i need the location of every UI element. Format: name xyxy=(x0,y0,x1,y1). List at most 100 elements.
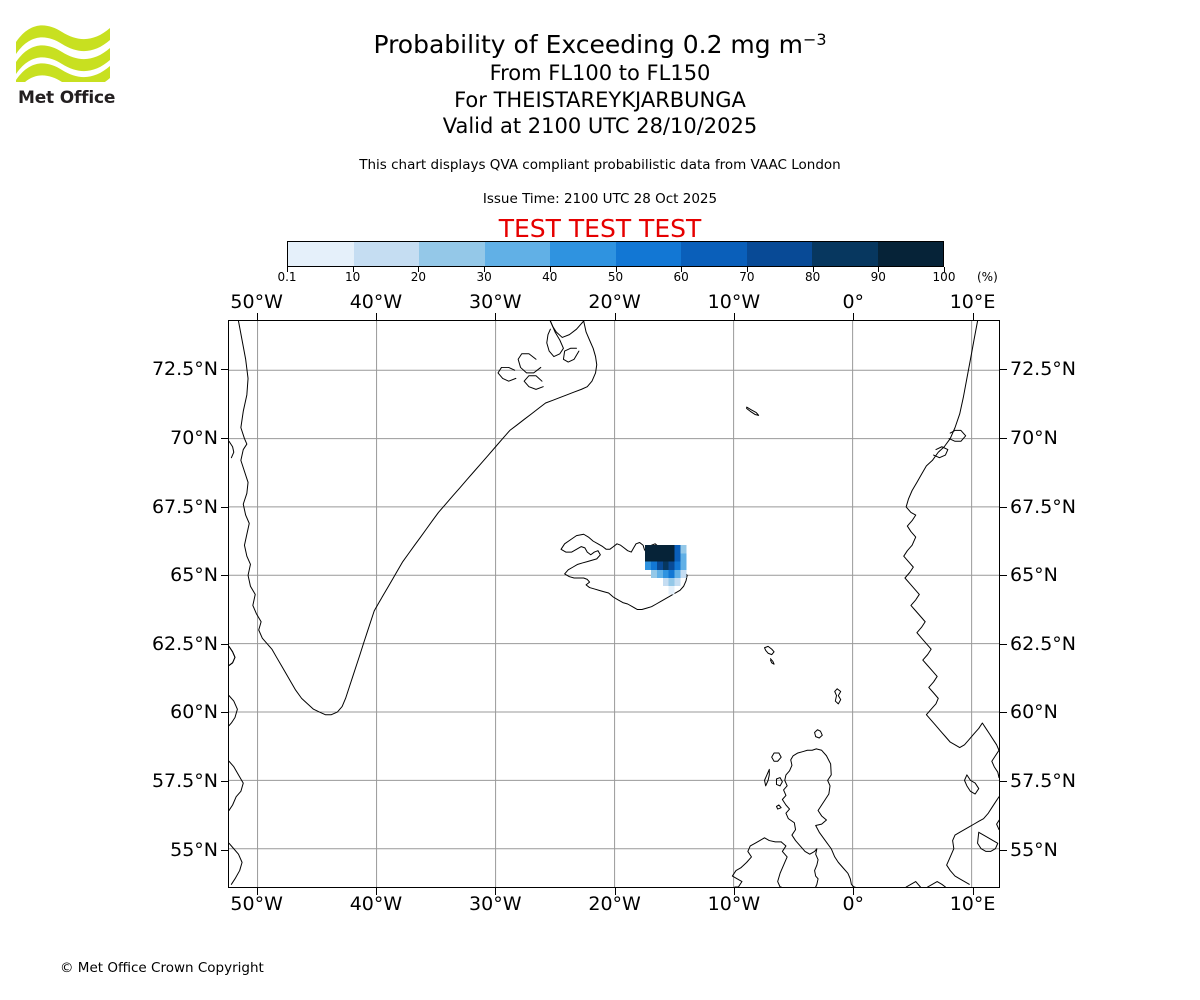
lon-label-top: 40°W xyxy=(349,291,403,313)
colorbar-tick xyxy=(944,267,945,272)
coastline-path xyxy=(523,375,544,390)
subtitle-volcano: For THEISTAREYKJARBUNGA xyxy=(454,87,746,112)
lat-label-right: 65°N xyxy=(1010,564,1058,587)
axis-tick xyxy=(1000,780,1007,782)
colorbar-tick-label: 60 xyxy=(673,270,689,284)
axis-tick xyxy=(1000,437,1007,439)
lat-label-right: 57.5°N xyxy=(1010,769,1077,792)
axis-tick xyxy=(972,888,974,895)
coastline-path xyxy=(229,760,244,811)
coastline-path xyxy=(814,729,823,739)
colorbar-band-8 xyxy=(812,242,878,266)
axis-tick xyxy=(221,575,228,577)
ash-cell xyxy=(656,545,663,554)
axis-tick xyxy=(733,888,735,895)
colorbar-band-7 xyxy=(746,242,812,266)
axis-tick xyxy=(1000,506,1007,508)
axis-tick xyxy=(733,313,735,320)
colorbar-band-6 xyxy=(681,242,747,266)
coastline-path xyxy=(834,688,842,705)
ash-cell xyxy=(656,569,663,579)
lat-label-left: 60°N xyxy=(170,701,218,724)
axis-tick xyxy=(1000,643,1007,645)
lat-label-right: 60°N xyxy=(1010,701,1058,724)
ash-cell xyxy=(668,553,675,562)
ash-cell xyxy=(644,561,651,570)
coastline-path xyxy=(946,796,999,885)
issue-time-text: Issue Time: 2100 UTC 28 Oct 2025 xyxy=(482,191,718,207)
colorbar-band-9 xyxy=(877,242,943,266)
ash-cell xyxy=(650,569,657,579)
ash-cell xyxy=(662,545,669,554)
colorbar-tick-label: 70 xyxy=(739,270,755,284)
lat-label-left: 57.5°N xyxy=(151,769,218,792)
lon-label-top: 10°W xyxy=(707,291,761,313)
coastline-path xyxy=(927,881,946,887)
colorbar-tick xyxy=(287,267,288,272)
ash-cell xyxy=(680,553,687,562)
axis-tick xyxy=(495,888,497,895)
ash-cell xyxy=(650,545,657,554)
ash-cell xyxy=(662,569,669,579)
axis-tick xyxy=(221,437,228,439)
ash-cell xyxy=(662,578,669,587)
colorbar xyxy=(287,241,945,272)
ash-cell xyxy=(644,545,651,554)
lat-label-right: 55°N xyxy=(1010,838,1058,861)
coastline-path-iceland-overlay xyxy=(229,645,236,666)
coastline-path xyxy=(991,749,999,779)
axis-tick xyxy=(221,780,228,782)
subtitle-valid-time: Valid at 2100 UTC 28/10/2025 xyxy=(442,114,758,138)
colorbar-band-4 xyxy=(550,242,616,266)
colorbar-tick-label: 40 xyxy=(542,270,558,284)
axis-tick xyxy=(256,313,258,320)
axis-tick xyxy=(221,849,228,851)
colorbar-tick xyxy=(418,267,420,272)
lon-label-top: 10°E xyxy=(949,291,996,313)
axis-tick xyxy=(221,369,228,371)
coastline-path xyxy=(549,321,585,338)
colorbar-tick-label: 30 xyxy=(476,270,492,284)
ash-cell xyxy=(656,561,663,570)
coastline-path xyxy=(764,768,770,787)
lat-label-left: 70°N xyxy=(170,426,218,449)
ash-cell xyxy=(668,545,675,554)
colorbar-tick xyxy=(549,267,551,272)
axis-tick xyxy=(495,313,497,320)
coastline-path xyxy=(777,841,788,887)
lon-label-bottom: 10°W xyxy=(707,893,761,915)
ash-cell xyxy=(680,561,687,570)
axis-tick xyxy=(221,712,228,714)
coastline-path xyxy=(781,748,819,887)
coastline-path xyxy=(771,752,782,762)
lat-label-left: 62.5°N xyxy=(151,632,218,655)
map-plot-area[interactable] xyxy=(228,320,1000,888)
ash-cell xyxy=(680,569,687,579)
axis-tick xyxy=(614,888,616,895)
axis-tick xyxy=(1000,575,1007,577)
colorbar-tick-label: 50 xyxy=(607,270,624,284)
ash-cell xyxy=(674,578,681,587)
ash-cell xyxy=(656,553,663,562)
coastline-path xyxy=(229,842,243,885)
axis-tick xyxy=(1000,849,1007,851)
ash-cell xyxy=(662,553,669,562)
coastline-path xyxy=(229,695,238,727)
subtitle-flight-levels: From FL100 to FL150 xyxy=(489,61,711,85)
axis-tick xyxy=(1000,712,1007,714)
coastline-path xyxy=(517,353,542,374)
lat-label-right: 72.5°N xyxy=(1010,358,1077,381)
disclaimer-text: This chart displays QVA compliant probab… xyxy=(359,157,841,173)
colorbar-tick xyxy=(812,267,814,272)
ash-concentration-cells xyxy=(644,545,687,595)
axis-tick xyxy=(375,313,377,320)
lon-label-bottom: 40°W xyxy=(349,893,403,915)
ash-cell xyxy=(662,561,669,570)
axis-tick xyxy=(972,313,974,320)
coastline-path xyxy=(996,819,999,831)
colorbar-tick xyxy=(615,267,617,272)
lat-label-left: 55°N xyxy=(170,838,218,861)
lat-label-right: 67.5°N xyxy=(1010,495,1077,518)
axis-tick xyxy=(853,313,855,320)
lon-label-bottom: 30°W xyxy=(469,893,522,915)
